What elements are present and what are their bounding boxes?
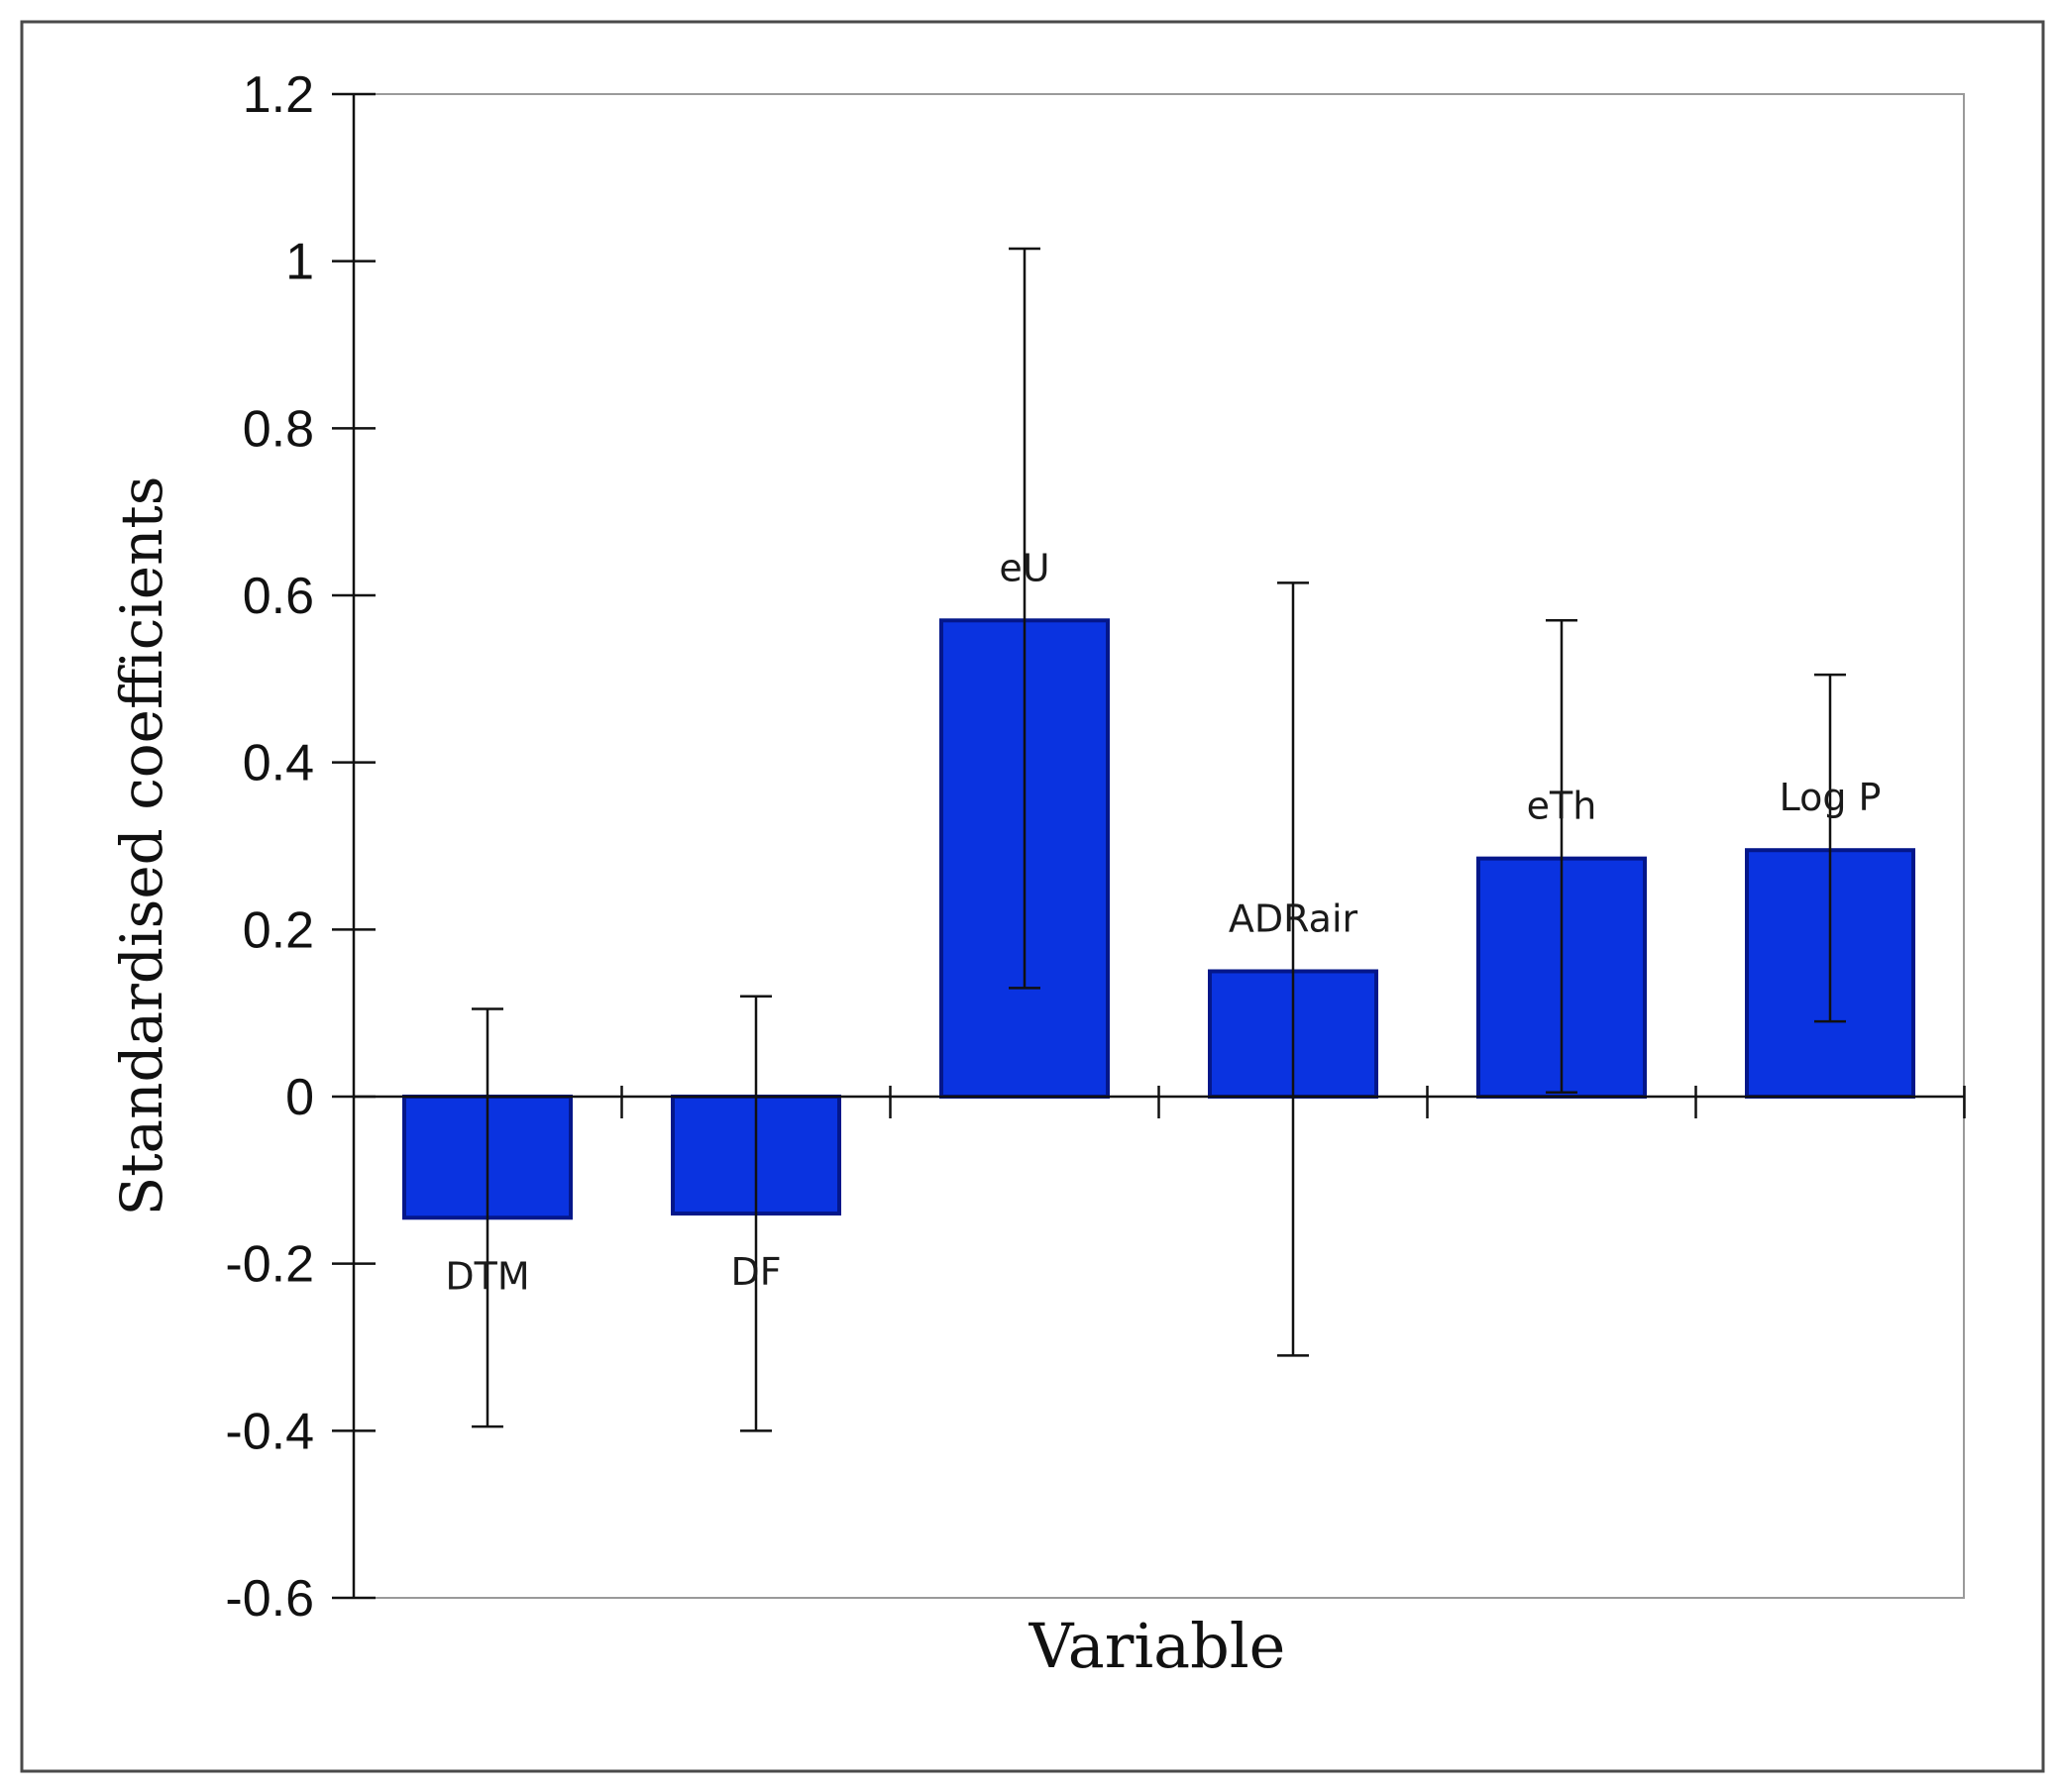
- y-tick-label: 0: [285, 1069, 314, 1126]
- y-axis-title: Standardised coefficients: [108, 475, 175, 1215]
- y-tick-label: 0.2: [243, 901, 314, 959]
- bar-label-eth: eTh: [1527, 785, 1597, 828]
- bar-label-adrair: ADRair: [1229, 897, 1358, 941]
- y-axis-ticks: -0.6 -0.4 -0.2 0 0.2 0.4 0.6 0.8 1 1.2: [225, 66, 376, 1628]
- y-tick-label: 0.6: [243, 568, 314, 625]
- x-axis-ticks: [620, 1086, 1966, 1118]
- bar-labels-group: DTM DF eU ADRair eTh Log P: [445, 546, 1881, 1298]
- y-tick-label: 0.8: [243, 400, 314, 458]
- y-tick-label: 1: [285, 234, 314, 291]
- bar-label-df: DF: [730, 1250, 781, 1294]
- x-axis-title: Variable: [1028, 1610, 1286, 1682]
- y-tick-label: 1.2: [243, 66, 314, 124]
- y-tick-label: 0.4: [243, 735, 314, 792]
- error-bars-group: [472, 247, 1846, 1432]
- bar-label-dtm: DTM: [445, 1254, 529, 1298]
- bar-label-log-p: Log P: [1780, 776, 1882, 819]
- y-tick-label: -0.4: [225, 1403, 314, 1460]
- y-tick-label: -0.2: [225, 1236, 314, 1294]
- bar-label-eu: eU: [999, 546, 1049, 589]
- y-tick-label: -0.6: [225, 1570, 314, 1628]
